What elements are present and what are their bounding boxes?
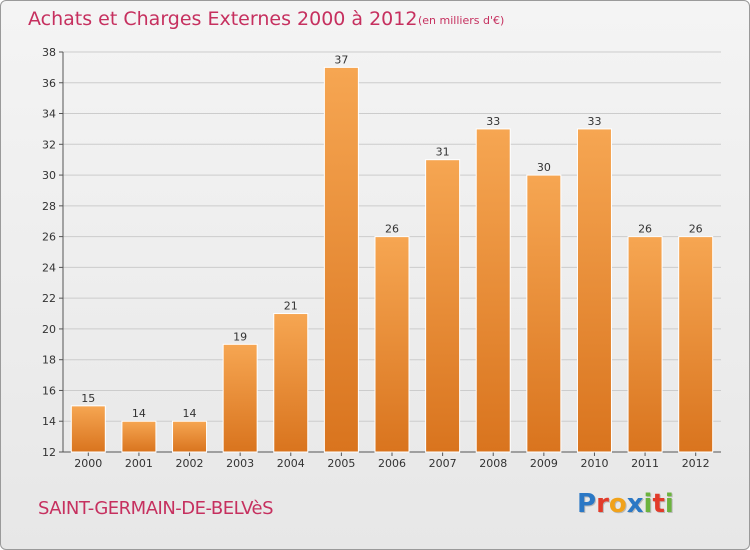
proxiti-logo: Proxiti [577, 489, 674, 519]
y-tick-label: 28 [42, 200, 56, 213]
x-tick-label-2000: 2000 [74, 457, 102, 470]
logo-letter: P [577, 489, 597, 519]
x-tick-label-2012: 2012 [682, 457, 710, 470]
data-labels: 15 14 14 19 21 37 26 31 33 30 33 26 26 [81, 53, 702, 420]
y-tick-label: 20 [42, 323, 56, 336]
bar-2001 [121, 420, 157, 453]
y-tick-label: 36 [42, 77, 56, 90]
y-tick-label: 18 [42, 354, 56, 367]
bar-2007 [425, 159, 461, 453]
x-tick-labels: 2000 2001 2002 2003 2004 2005 2006 2007 2008 2009… [74, 457, 709, 470]
x-tick-label-2005: 2005 [327, 457, 355, 470]
bar-2000 [70, 405, 106, 453]
chart-subtitle: (en milliers d'€) [418, 14, 505, 27]
logo-letter: x [626, 489, 644, 519]
data-label-2001: 14 [132, 407, 146, 420]
x-tick-label-2009: 2009 [530, 457, 558, 470]
bar-2002 [172, 420, 208, 453]
data-label-2000: 15 [81, 392, 95, 405]
bar-2010 [576, 128, 612, 453]
y-tick-label: 22 [42, 292, 56, 305]
x-tick-label-2007: 2007 [429, 457, 457, 470]
data-label-2012: 26 [689, 223, 703, 236]
y-tick-labels: 12 14 16 18 20 22 24 26 28 30 32 34 36 38 [42, 46, 56, 459]
data-label-2006: 26 [385, 223, 399, 236]
bar-2006 [374, 236, 410, 453]
data-label-2007: 31 [436, 146, 450, 159]
y-tick-label: 32 [42, 138, 56, 151]
x-tick-label-2010: 2010 [580, 457, 608, 470]
bars [70, 66, 714, 453]
bar-2012 [678, 236, 714, 453]
y-tick-label: 16 [42, 384, 56, 397]
data-label-2010: 33 [587, 115, 601, 128]
data-label-2002: 14 [183, 407, 197, 420]
y-tick-label: 12 [42, 446, 56, 459]
data-label-2009: 30 [537, 161, 551, 174]
y-tick-label: 34 [42, 108, 56, 121]
chart-title: Achats et Charges Externes 2000 à 2012 [28, 8, 418, 30]
x-tick-label-2011: 2011 [631, 457, 659, 470]
logo-letter: i [664, 489, 674, 519]
data-label-2003: 19 [233, 330, 247, 343]
x-tick-label-2001: 2001 [125, 457, 153, 470]
data-label-2005: 37 [334, 53, 348, 66]
y-tick-label: 30 [42, 169, 56, 182]
x-tick-label-2004: 2004 [277, 457, 305, 470]
y-tick-label: 38 [42, 46, 56, 59]
data-label-2004: 21 [284, 300, 298, 313]
logo-letter: t [652, 489, 665, 519]
data-label-2008: 33 [486, 115, 500, 128]
y-tick-label: 14 [42, 415, 56, 428]
y-tick-label: 24 [42, 261, 56, 274]
logo-letter: r [596, 489, 609, 519]
x-tick-label-2006: 2006 [378, 457, 406, 470]
bar-2005 [323, 66, 359, 453]
bar-2009 [526, 174, 562, 453]
x-tick-label-2002: 2002 [176, 457, 204, 470]
logo-letter: o [608, 489, 627, 519]
bar-2004 [273, 313, 309, 453]
bar-2011 [627, 236, 663, 453]
x-tick-label-2008: 2008 [479, 457, 507, 470]
bar-2003 [222, 343, 258, 453]
bar-2008 [475, 128, 511, 453]
commune-name: SAINT-GERMAIN-DE-BELVèS [38, 498, 274, 519]
data-label-2011: 26 [638, 223, 652, 236]
logo-letter: i [643, 489, 653, 519]
y-tick-label: 26 [42, 231, 56, 244]
x-tick-label-2003: 2003 [226, 457, 254, 470]
